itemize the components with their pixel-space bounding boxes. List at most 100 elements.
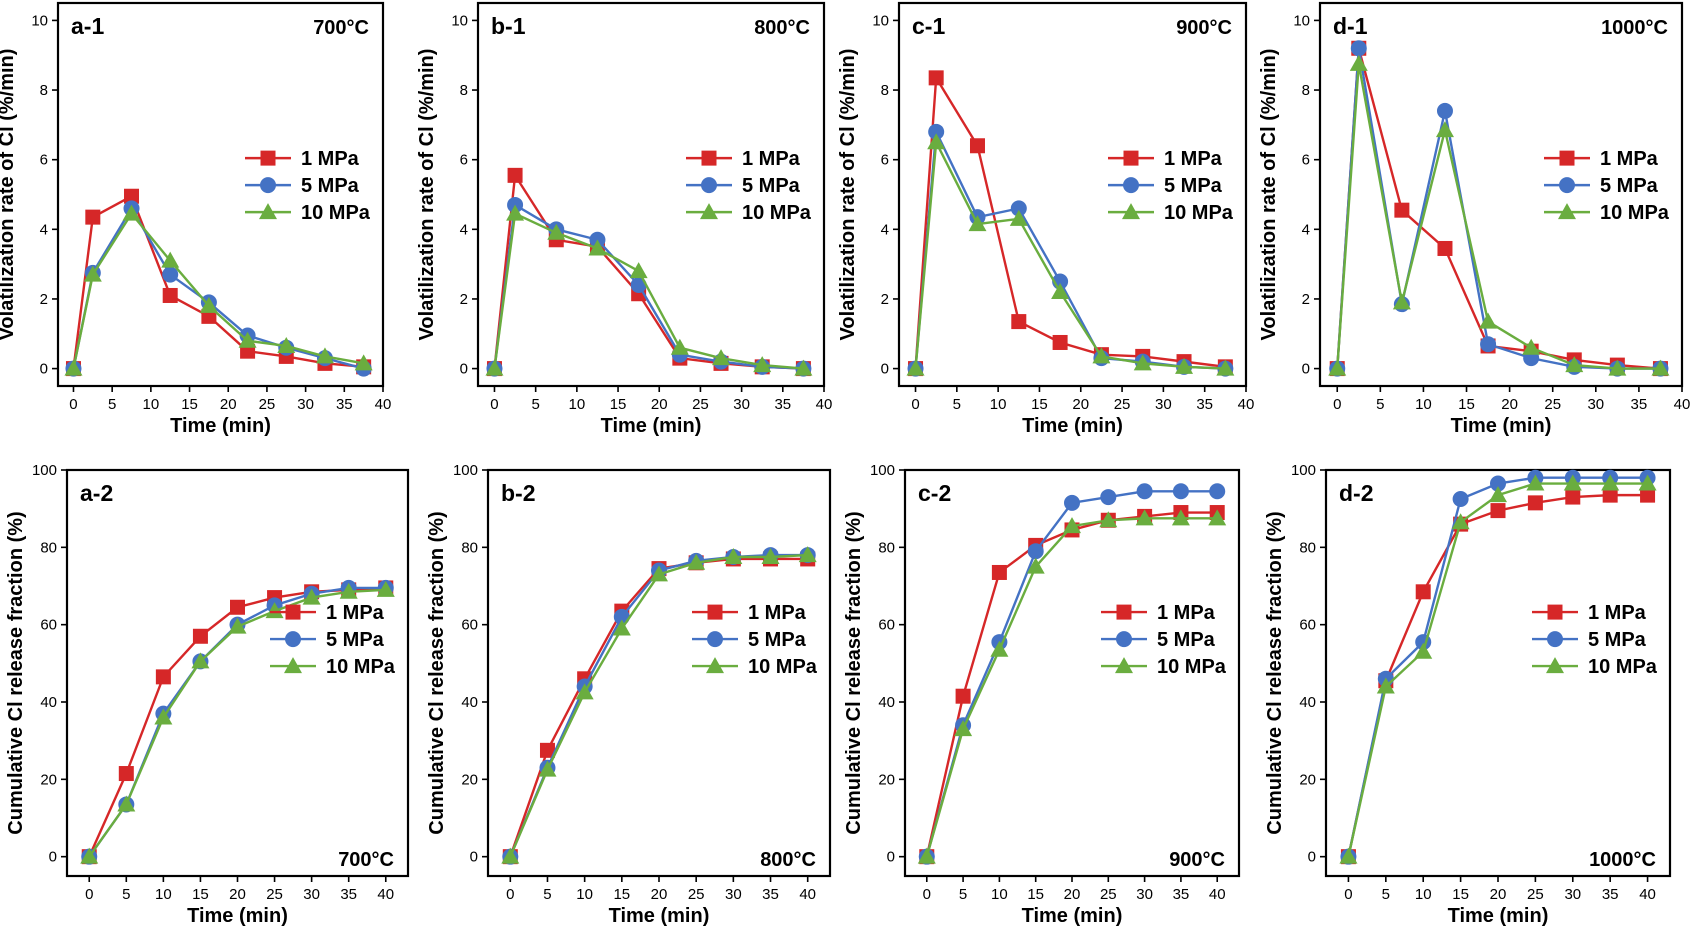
- x-tick-label: 15: [613, 886, 630, 903]
- legend-label: 10 MPa: [748, 656, 818, 678]
- data-point: [80, 847, 99, 864]
- series-1-mpa: [919, 505, 1225, 865]
- legend-label: 10 MPa: [1164, 202, 1234, 224]
- legend-label: 1 MPa: [742, 148, 801, 170]
- data-point: [228, 617, 247, 634]
- data-point: [1209, 483, 1226, 500]
- series-1-mpa: [502, 551, 816, 865]
- legend-marker: [285, 631, 301, 648]
- data-point: [1527, 495, 1543, 511]
- x-tick-label: 35: [774, 396, 791, 413]
- data-point: [969, 138, 985, 154]
- legend: 1 MPa 5 MPa 10 MPa: [686, 148, 812, 224]
- x-tick-label: 0: [923, 886, 931, 903]
- x-tick-label: 15: [192, 886, 209, 903]
- x-tick-label: 15: [1031, 396, 1048, 413]
- x-tick-label: 10: [576, 886, 593, 903]
- series-10-mpa: [501, 546, 817, 864]
- data-point: [1026, 557, 1045, 574]
- y-tick-label: 60: [1299, 617, 1316, 634]
- panel-label: b-1: [491, 13, 526, 39]
- panel-b-1: 0 5 10 15 20 25 30 35 40 0 2 4 6 8 10 Time (min) Volatil…: [416, 1, 833, 437]
- legend-label: 10 MPa: [1600, 202, 1670, 224]
- y-tick-label: 60: [878, 617, 895, 634]
- data-point: [1437, 240, 1453, 256]
- x-tick-label: 40: [1674, 396, 1691, 413]
- data-point: [1135, 509, 1154, 526]
- x-tick-label: 35: [1196, 396, 1213, 413]
- x-tick-label: 40: [1209, 886, 1226, 903]
- y-tick-label: 20: [878, 771, 895, 788]
- panel-c-2: 0 5 10 15 20 25 30 35 40 0 20 40 60 80 100 Time (min) Cu…: [843, 462, 1241, 927]
- legend-label: 10 MPa: [742, 202, 812, 224]
- data-point: [1328, 359, 1347, 376]
- data-point: [192, 628, 208, 644]
- data-point: [501, 847, 520, 864]
- temperature-label: 900°C: [1176, 17, 1232, 39]
- y-tick-label: 20: [461, 771, 478, 788]
- y-tick-label: 40: [1299, 694, 1316, 711]
- data-point: [302, 588, 321, 605]
- legend-marker: [260, 177, 276, 194]
- data-point: [1010, 200, 1027, 217]
- data-point: [1640, 487, 1656, 503]
- legend-label: 5 MPa: [742, 175, 801, 197]
- y-axis-label: Cumulative Cl release fraction (%): [5, 511, 27, 834]
- x-tick-label: 15: [1458, 396, 1475, 413]
- x-tick-label: 5: [122, 886, 130, 903]
- x-tick-label: 40: [816, 396, 833, 413]
- y-tick-label: 4: [460, 221, 468, 238]
- legend-label: 5 MPa: [1600, 175, 1659, 197]
- x-tick-label: 15: [1452, 886, 1469, 903]
- data-point: [1565, 356, 1584, 373]
- series-10-mpa: [80, 580, 395, 864]
- data-point: [1563, 474, 1582, 491]
- legend-label: 1 MPa: [301, 148, 360, 170]
- data-point: [1009, 209, 1028, 226]
- data-point: [1452, 491, 1469, 507]
- data-point: [753, 356, 772, 373]
- x-tick-label: 10: [1415, 886, 1432, 903]
- legend-label: 5 MPa: [326, 629, 385, 651]
- data-point: [1100, 489, 1117, 506]
- x-tick-label: 5: [953, 396, 961, 413]
- data-point: [1052, 334, 1068, 350]
- x-tick-label: 25: [692, 396, 709, 413]
- x-tick-label: 20: [1490, 886, 1507, 903]
- data-point: [1522, 338, 1541, 355]
- data-point: [794, 359, 813, 376]
- legend-marker: [707, 631, 723, 648]
- x-tick-label: 5: [959, 886, 967, 903]
- data-point: [1064, 494, 1080, 511]
- data-point: [1415, 584, 1431, 600]
- x-tick-label: 25: [688, 886, 705, 903]
- x-tick-label: 0: [1344, 886, 1352, 903]
- legend-label: 1 MPa: [326, 602, 385, 624]
- x-axis-label: Time (min): [1448, 905, 1549, 927]
- temperature-label: 900°C: [1169, 849, 1225, 871]
- y-tick-label: 80: [878, 539, 895, 556]
- y-axis-label: Volatilization rate of Cl (%/min): [1258, 49, 1280, 341]
- legend-label: 5 MPa: [748, 629, 807, 651]
- x-tick-label: 0: [85, 886, 93, 903]
- x-axis-label: Time (min): [170, 415, 271, 437]
- legend-label: 10 MPa: [301, 202, 371, 224]
- y-tick-label: 40: [461, 694, 478, 711]
- data-point: [1011, 314, 1027, 330]
- y-tick-label: 20: [1299, 771, 1316, 788]
- y-tick-label: 0: [1308, 849, 1316, 866]
- x-tick-label: 30: [303, 886, 320, 903]
- y-tick-label: 6: [881, 152, 889, 169]
- x-tick-label: 15: [1027, 886, 1044, 903]
- legend: 1 MPa 5 MPa 10 MPa: [1532, 602, 1658, 678]
- legend-marker: [706, 657, 724, 674]
- data-point: [191, 652, 210, 669]
- y-tick-label: 2: [1302, 291, 1310, 308]
- series-10-mpa: [1328, 54, 1670, 376]
- data-point: [1339, 847, 1358, 864]
- data-point: [339, 582, 358, 599]
- data-point: [928, 123, 945, 140]
- series-line: [493, 211, 804, 370]
- x-tick-label: 0: [490, 396, 498, 413]
- series-line: [72, 211, 364, 369]
